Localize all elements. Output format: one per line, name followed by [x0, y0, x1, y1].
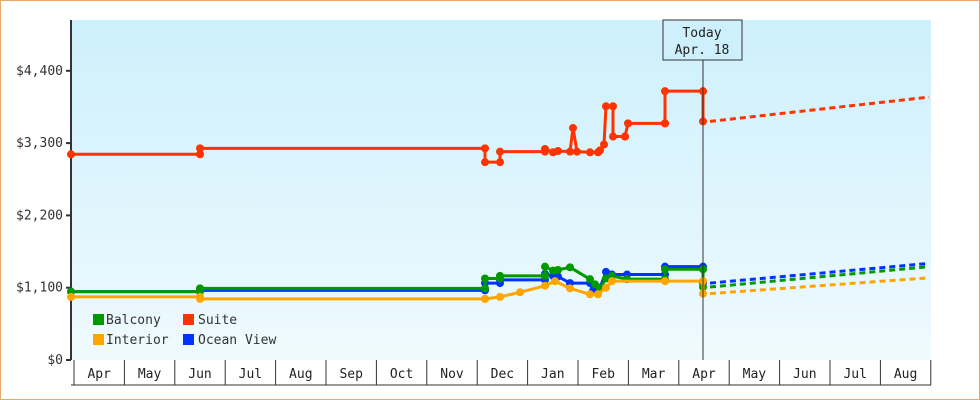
x-tick-label: Sep [339, 367, 363, 382]
today-date: Apr. 18 [675, 43, 730, 58]
legend: Balcony Suite Interior Ocean View [93, 313, 276, 348]
data-point[interactable] [481, 144, 489, 153]
forecast-line [709, 261, 930, 285]
data-point[interactable] [661, 119, 669, 128]
x-tick-label: Oct [390, 367, 413, 382]
legend-swatch-balcony [93, 314, 104, 325]
y-tick-label: $2,200 [16, 208, 63, 223]
x-tick-label: Jan [541, 367, 564, 382]
today-label: Today [682, 26, 721, 41]
data-point[interactable] [661, 87, 669, 96]
data-point[interactable] [541, 262, 549, 271]
data-point[interactable] [541, 281, 549, 290]
x-tick-label: Dec [491, 367, 514, 382]
data-point[interactable] [600, 140, 608, 149]
data-point[interactable] [481, 274, 489, 283]
legend-swatch-suite [183, 314, 194, 325]
legend-label-balcony: Balcony [106, 313, 161, 328]
data-point[interactable] [67, 292, 75, 301]
data-point[interactable] [621, 132, 629, 141]
plot-area [71, 20, 931, 360]
data-point[interactable] [541, 271, 549, 280]
forecast-line [709, 265, 930, 289]
x-tick-label: Aug [894, 367, 917, 382]
data-point[interactable] [516, 288, 524, 297]
data-point[interactable] [569, 123, 577, 132]
data-point[interactable] [196, 284, 204, 293]
legend-label-interior: Interior [106, 333, 169, 348]
data-point[interactable] [609, 132, 617, 141]
y-tick-label: $4,400 [16, 64, 63, 79]
data-point[interactable] [594, 290, 602, 299]
data-point[interactable] [596, 146, 604, 155]
x-tick-label: Jun [188, 367, 211, 382]
data-point[interactable] [496, 271, 504, 280]
y-tick-label: $1,100 [16, 281, 63, 296]
data-point[interactable] [661, 265, 669, 274]
forecast-line [709, 276, 930, 296]
data-point[interactable] [586, 148, 594, 157]
data-point[interactable] [602, 283, 610, 292]
x-tick-label: Feb [591, 367, 615, 382]
data-point[interactable] [573, 147, 581, 156]
x-tick-label: Aug [289, 367, 312, 382]
data-point[interactable] [481, 294, 489, 303]
x-axis: Apr May Jun Jul Aug Sep Oct Nov Dec Jan Feb Mar Apr M… [71, 360, 932, 386]
x-tick-label: Apr [692, 367, 716, 382]
data-point[interactable] [551, 277, 559, 286]
forecast-line [709, 95, 930, 123]
legend-label-suite: Suite [198, 313, 237, 328]
data-point[interactable] [196, 150, 204, 159]
data-point[interactable] [602, 102, 610, 111]
data-point[interactable] [586, 275, 594, 284]
legend-swatch-interior [93, 334, 104, 345]
today-label-box [662, 19, 743, 61]
data-point[interactable] [67, 150, 75, 159]
x-tick-label: May [743, 367, 767, 382]
data-point[interactable] [602, 274, 610, 283]
x-tick-label: Mar [642, 367, 666, 382]
today-marker: Today Apr. 18 [662, 19, 743, 360]
data-point[interactable] [586, 290, 594, 299]
x-tick-label: Jul [239, 367, 262, 382]
data-point[interactable] [196, 144, 204, 153]
data-point[interactable] [566, 263, 574, 272]
data-point[interactable] [196, 294, 204, 303]
data-point[interactable] [541, 145, 549, 154]
data-point[interactable] [566, 147, 574, 156]
data-point[interactable] [481, 158, 489, 167]
data-point[interactable] [496, 158, 504, 167]
x-tick-label: Jun [793, 367, 816, 382]
data-point[interactable] [608, 277, 616, 286]
series-lines [67, 87, 930, 303]
y-tick-label: $3,300 [16, 136, 63, 151]
series-suite [67, 87, 930, 167]
data-point[interactable] [481, 284, 489, 293]
data-point[interactable] [566, 284, 574, 293]
data-point[interactable] [496, 292, 504, 301]
legend-label-ocean-view: Ocean View [198, 333, 276, 348]
series-balcony [67, 262, 930, 296]
x-tick-label: Jul [843, 367, 866, 382]
x-tick-label: Nov [440, 367, 464, 382]
legend-swatch-ocean-view [183, 334, 194, 345]
series-interior [67, 276, 930, 303]
data-point[interactable] [554, 146, 562, 155]
x-tick-label: May [138, 367, 162, 382]
data-point[interactable] [496, 147, 504, 156]
data-point[interactable] [661, 277, 669, 286]
data-point[interactable] [609, 102, 617, 111]
x-tick-label: Apr [87, 367, 111, 382]
y-tick-label: $0 [47, 353, 63, 368]
data-point[interactable] [554, 265, 562, 274]
data-point[interactable] [624, 119, 632, 128]
y-axis: $0 $1,100 $2,200 $3,300 $4,400 [16, 20, 72, 368]
data-point[interactable] [602, 267, 610, 276]
